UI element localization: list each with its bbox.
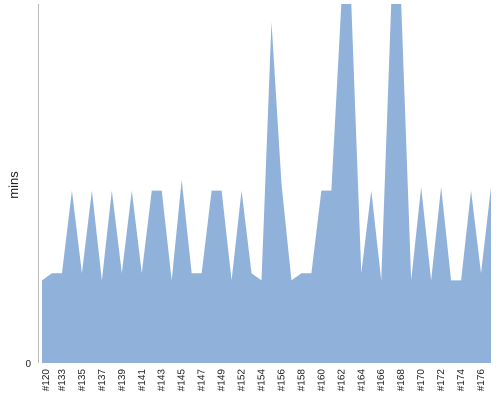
x-tick-label: #141 — [137, 369, 148, 392]
data-point — [359, 271, 363, 275]
data-point — [379, 278, 383, 282]
data-point — [479, 271, 483, 275]
data-point — [70, 189, 74, 193]
data-point — [439, 185, 443, 189]
x-tick-label: #143 — [157, 369, 168, 392]
data-point — [210, 189, 214, 193]
x-tick-label: #139 — [117, 369, 128, 392]
x-tick-label: #168 — [396, 369, 407, 392]
x-tick-label: #135 — [77, 369, 88, 392]
data-point — [100, 278, 104, 282]
area-layer — [40, 2, 493, 363]
data-point — [289, 278, 293, 282]
data-point — [339, 2, 343, 6]
y-tick-label: 0 — [25, 359, 31, 370]
x-tick-label: #158 — [296, 369, 307, 392]
data-point — [419, 185, 423, 189]
x-tick-labels: #120 #133 #135 #137 #139 #141 #143 #145 #147 #149… — [41, 369, 487, 392]
data-point — [110, 189, 114, 193]
data-point — [60, 271, 64, 275]
data-point — [40, 278, 44, 282]
data-point — [459, 278, 463, 282]
data-point — [329, 189, 333, 193]
x-tick-label: #145 — [177, 369, 188, 392]
data-point — [130, 189, 134, 193]
x-tick-label: #162 — [336, 369, 347, 392]
data-point — [399, 2, 403, 6]
x-tick-label: #133 — [57, 369, 68, 392]
data-point — [120, 271, 124, 275]
data-point — [369, 189, 373, 193]
x-tick-label: #172 — [436, 369, 447, 392]
data-point — [80, 271, 84, 275]
data-point — [170, 278, 174, 282]
data-point — [50, 271, 54, 275]
data-point — [260, 278, 264, 282]
data-point — [250, 271, 254, 275]
data-point — [150, 189, 154, 193]
data-point — [220, 189, 224, 193]
data-point — [349, 2, 353, 6]
x-tick-label: #137 — [97, 369, 108, 392]
x-tick-label: #147 — [197, 369, 208, 392]
data-point — [309, 271, 313, 275]
data-point — [200, 271, 204, 275]
x-tick-label: #166 — [376, 369, 387, 392]
x-tick-label: #120 — [41, 369, 52, 392]
data-point — [429, 278, 433, 282]
data-point — [160, 189, 164, 193]
x-tick-label: #149 — [217, 369, 228, 392]
data-point — [140, 271, 144, 275]
y-axis-label: mins — [6, 171, 21, 199]
data-point — [489, 185, 493, 189]
data-point — [409, 278, 413, 282]
x-tick-label: #152 — [237, 369, 248, 392]
x-tick-label: #154 — [257, 369, 268, 392]
data-point — [299, 271, 303, 275]
data-point — [269, 20, 273, 24]
series-area — [42, 4, 491, 363]
data-point — [319, 189, 323, 193]
data-point — [469, 189, 473, 193]
data-point — [240, 189, 244, 193]
data-point — [279, 182, 283, 186]
data-point — [190, 271, 194, 275]
data-point — [90, 189, 94, 193]
x-tick-label: #170 — [416, 369, 427, 392]
data-point — [449, 278, 453, 282]
x-tick-label: #174 — [456, 369, 467, 392]
data-point — [230, 278, 234, 282]
x-tick-label: #156 — [277, 369, 288, 392]
data-point — [389, 2, 393, 6]
x-tick-label: #160 — [316, 369, 327, 392]
x-tick-label: #164 — [356, 369, 367, 392]
x-tick-label: #176 — [476, 369, 487, 392]
data-point — [180, 178, 184, 182]
